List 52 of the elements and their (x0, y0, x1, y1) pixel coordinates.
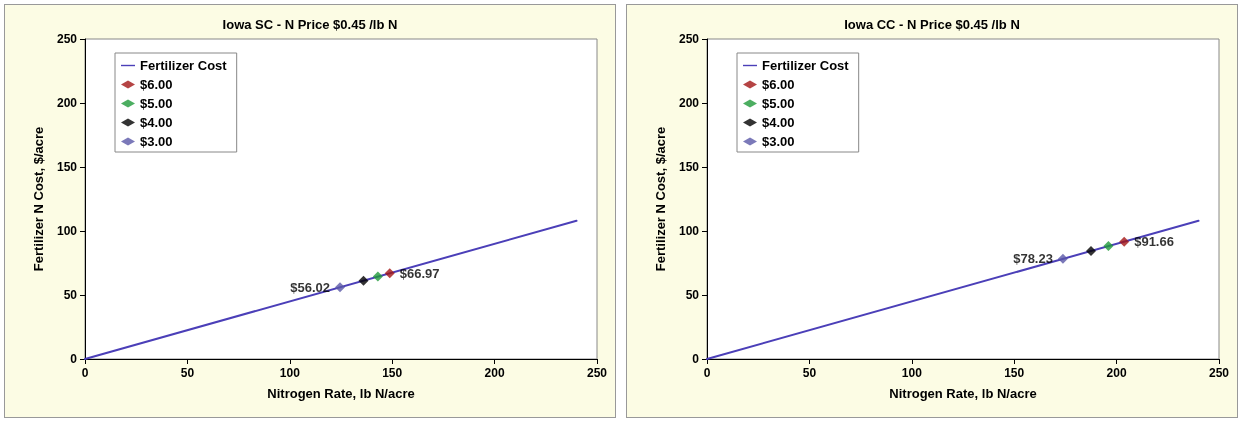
x-tick-label: 150 (382, 366, 403, 380)
y-axis-title: Fertilizer N Cost, $/acre (653, 126, 668, 272)
legend-label: $3.00 (762, 134, 795, 149)
y-tick-label: 150 (678, 160, 700, 174)
y-tick-label: 50 (63, 288, 78, 302)
x-tick-label: 250 (1208, 366, 1230, 380)
point (358, 275, 369, 286)
x-axis-title: Nitrogen Rate, lb N/acre (889, 386, 1037, 401)
point (384, 268, 395, 279)
x-tick-label: 250 (586, 366, 608, 380)
legend-label: $5.00 (140, 96, 173, 111)
legend-label: $5.00 (762, 96, 795, 111)
legend-label: Fertilizer Cost (140, 58, 228, 73)
x-tick-label: 200 (1106, 366, 1127, 380)
y-tick-label: 100 (678, 224, 700, 238)
point (1057, 253, 1068, 264)
data-label: $91.66 (1134, 234, 1174, 250)
legend-label: $3.00 (140, 134, 173, 149)
legend-label: $6.00 (762, 77, 795, 92)
y-tick-label: 0 (692, 352, 700, 366)
legend-label: $6.00 (140, 77, 173, 92)
y-tick-label: 150 (56, 160, 78, 174)
x-tick-label: 50 (802, 366, 817, 380)
chart-title: Iowa CC - N Price $0.45 /lb N (844, 17, 1020, 32)
data-label: $56.02 (290, 279, 330, 295)
y-tick-label: 200 (678, 96, 700, 110)
x-tick-label: 150 (1004, 366, 1025, 380)
x-axis-title: Nitrogen Rate, lb N/acre (267, 386, 415, 401)
data-label: $78.23 (1013, 251, 1053, 267)
point (1119, 236, 1130, 247)
x-tick-label: 200 (484, 366, 505, 380)
legend-label: $4.00 (762, 115, 795, 130)
y-tick-label: 250 (678, 32, 700, 46)
x-tick-label: 0 (81, 366, 89, 380)
point (372, 271, 383, 282)
data-label: $66.97 (399, 265, 440, 281)
x-tick-label: 100 (901, 366, 923, 380)
legend-label: Fertilizer Cost (762, 58, 850, 73)
x-tick-label: 0 (703, 366, 711, 380)
y-tick-label: 0 (70, 352, 78, 366)
x-tick-label: 50 (180, 366, 195, 380)
legend-label: $4.00 (140, 115, 173, 130)
chart-title: Iowa SC - N Price $0.45 /lb N (222, 17, 398, 32)
y-tick-label: 250 (56, 32, 78, 46)
point (1086, 245, 1096, 256)
y-tick-label: 100 (56, 224, 78, 238)
y-axis-title: Fertilizer N Cost, $/acre (31, 126, 46, 272)
y-tick-label: 50 (685, 288, 700, 302)
point (1103, 241, 1114, 252)
x-tick-label: 100 (279, 366, 301, 380)
point (334, 282, 345, 293)
y-tick-label: 200 (56, 96, 78, 110)
